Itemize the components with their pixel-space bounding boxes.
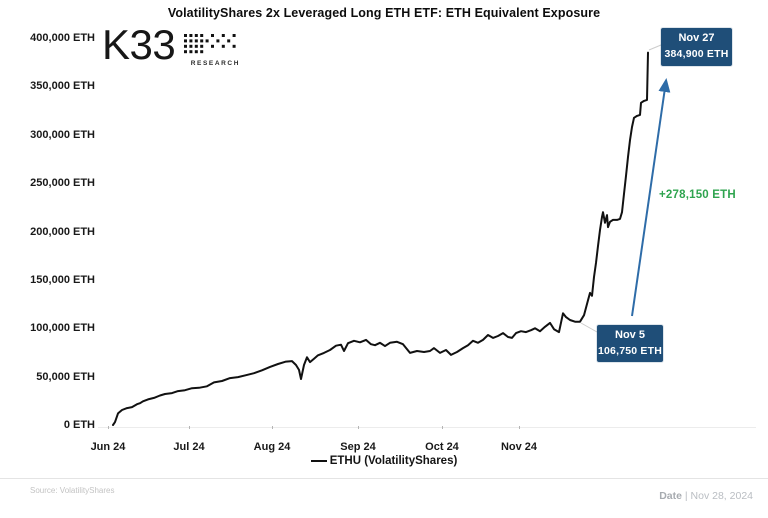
logo-dot xyxy=(184,34,187,37)
trend-arrow xyxy=(631,78,671,317)
chart-title: VolatilityShares 2x Leveraged Long ETH E… xyxy=(167,6,601,20)
date-note-value: | Nov 28, 2024 xyxy=(681,490,753,502)
delta-label: +278,150 ETH xyxy=(659,189,736,201)
callout-nov5-date: Nov 5 xyxy=(615,329,645,341)
x-axis-line xyxy=(98,427,756,428)
logo-dot xyxy=(194,39,198,43)
callout-connector xyxy=(648,44,662,51)
k33-dot-matrix-icon xyxy=(184,34,236,54)
logo-dot xyxy=(189,39,193,43)
callout-connector xyxy=(580,322,598,333)
callout-badge-nov27: Nov 27 384,900 ETH xyxy=(661,28,732,66)
logo-dot xyxy=(194,50,198,54)
source-note: Source: VolatilityShares xyxy=(30,486,115,495)
y-tick-label: 400,000 ETH xyxy=(30,32,95,44)
logo-dot xyxy=(211,34,214,37)
logo-dot xyxy=(189,34,193,37)
logo-dot xyxy=(189,50,193,54)
logo-dot xyxy=(211,44,214,48)
x-tick-mark xyxy=(272,426,273,429)
y-tick-label: 200,000 ETH xyxy=(30,225,95,238)
footer-divider xyxy=(0,478,768,479)
x-tick-mark xyxy=(189,426,190,429)
y-tick-label: 150,000 ETH xyxy=(30,273,95,286)
legend: ETHU (VolatilityShares) xyxy=(0,455,768,467)
logo-dot xyxy=(200,44,204,48)
x-tick-label: Nov 24 xyxy=(500,441,538,453)
logo-dot xyxy=(205,39,209,43)
legend-label: ETHU (VolatilityShares) xyxy=(329,455,458,467)
y-tick-label: 250,000 ETH xyxy=(30,177,95,190)
y-tick-label: 50,000 ETH xyxy=(36,370,95,383)
logo-dot xyxy=(221,34,225,37)
logo-dot xyxy=(200,50,204,54)
y-tick-label: 350,000 ETH xyxy=(30,80,95,93)
x-tick-mark xyxy=(108,426,109,429)
k33-research-logo: K33 RESEARCH xyxy=(102,24,252,78)
x-tick-label: Aug 24 xyxy=(253,441,291,453)
ethu-exposure-line xyxy=(112,51,649,426)
logo-dot xyxy=(200,34,204,37)
x-tick-label: Jun 24 xyxy=(90,441,126,453)
callout-nov27-value: 384,900 ETH xyxy=(664,48,729,60)
x-tick-mark xyxy=(519,426,520,429)
logo-dot xyxy=(227,39,231,43)
date-note-label: Date xyxy=(659,490,682,502)
logo-dot xyxy=(221,44,225,48)
logo-dot xyxy=(184,44,187,48)
logo-dot xyxy=(200,39,204,43)
logo-dot xyxy=(216,39,220,43)
k33-logo-text: K33 xyxy=(102,21,176,68)
logo-dot xyxy=(184,50,187,54)
x-tick-label: Oct 24 xyxy=(425,441,459,453)
logo-dot xyxy=(232,44,236,48)
legend-line-swatch xyxy=(310,459,327,463)
callout-connector-lines xyxy=(580,44,662,333)
logo-dot xyxy=(184,39,187,43)
x-tick-label: Sep 24 xyxy=(340,441,376,453)
x-tick-label: Jul 24 xyxy=(173,441,205,453)
x-tick-mark xyxy=(442,426,443,429)
logo-dot xyxy=(194,34,198,37)
callout-badge-nov5: Nov 5 106,750 ETH xyxy=(597,325,663,362)
logo-dot xyxy=(189,44,193,48)
callout-nov5-value: 106,750 ETH xyxy=(597,345,663,357)
callout-nov27-date: Nov 27 xyxy=(678,32,715,44)
date-note: Date | Nov 28, 2024 xyxy=(659,490,753,502)
y-tick-label: 300,000 ETH xyxy=(30,128,95,141)
y-tick-label: 100,000 ETH xyxy=(30,322,95,335)
x-tick-mark xyxy=(358,426,359,429)
logo-dot xyxy=(194,44,198,48)
k33-logo-subtext: RESEARCH xyxy=(190,60,240,67)
y-tick-label: 0 ETH xyxy=(63,419,95,431)
logo-dot xyxy=(232,34,236,37)
